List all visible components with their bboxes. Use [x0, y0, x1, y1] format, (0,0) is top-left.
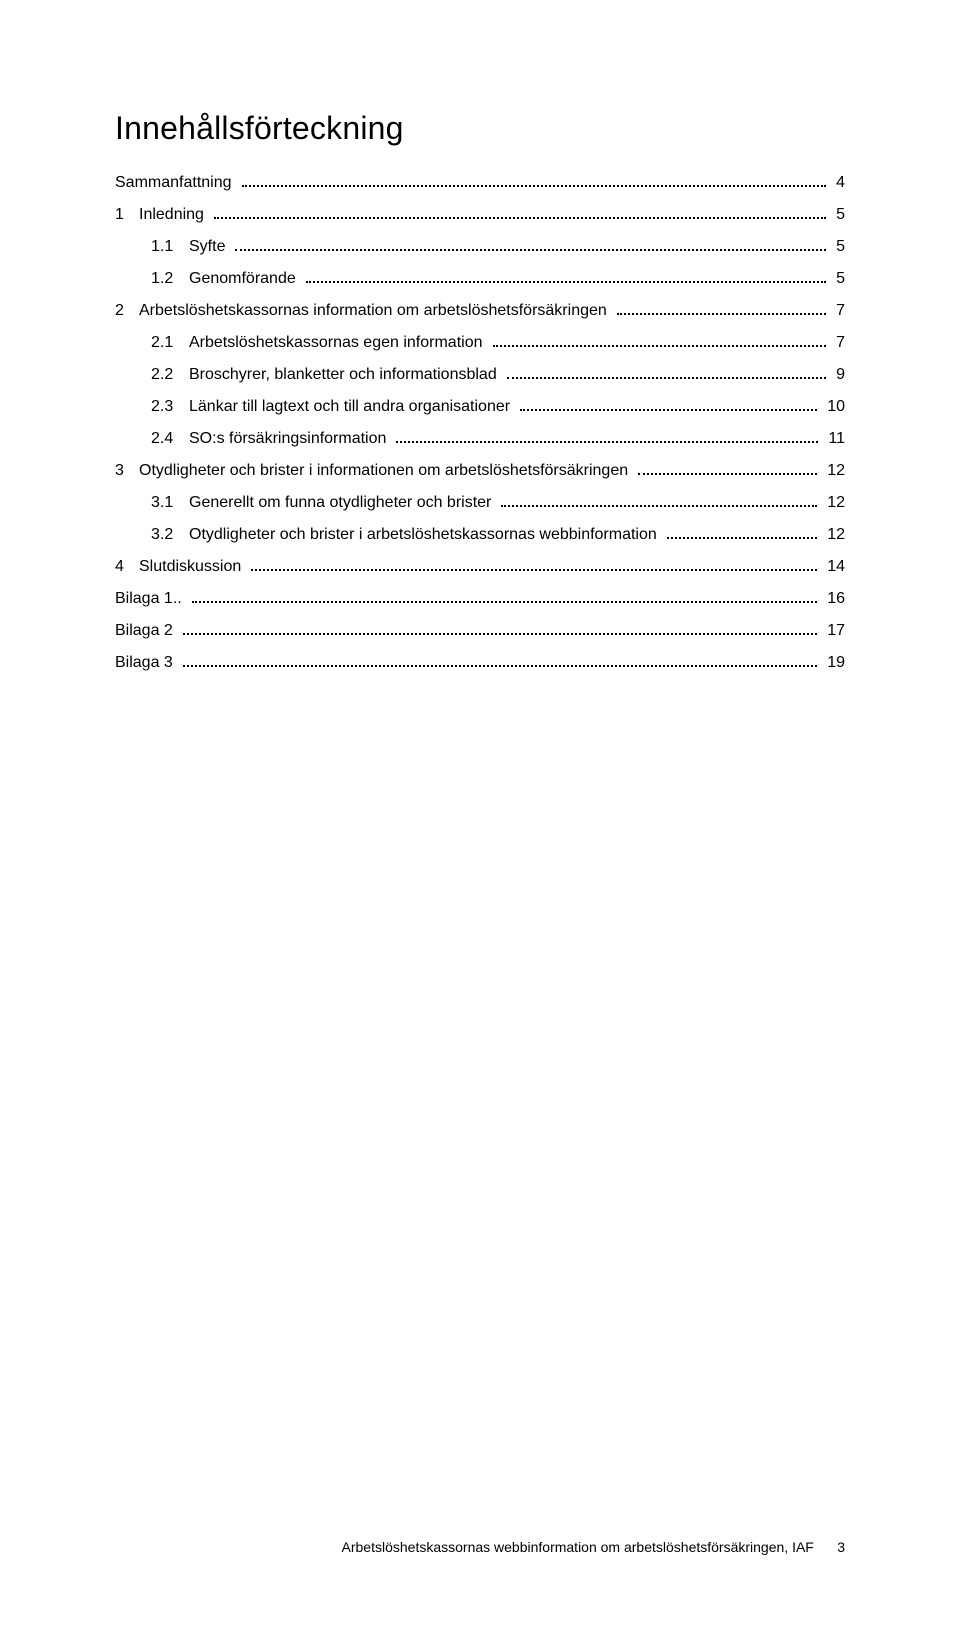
toc-page-number: 5 — [830, 271, 845, 287]
toc-entry: 2.1Arbetslöshetskassornas egen informati… — [115, 335, 845, 351]
page-footer: Arbetslöshetskassornas webbinformation o… — [342, 1539, 845, 1555]
toc-page-number: 10 — [821, 399, 845, 415]
toc-label: Otydligheter och brister i informationen… — [139, 463, 634, 479]
toc-entry: Bilaga 1.. 16 — [115, 591, 845, 607]
toc-entry: Bilaga 2 17 — [115, 623, 845, 639]
toc-page-number: 9 — [830, 367, 845, 383]
toc-leader — [638, 473, 817, 475]
toc-label: Länkar till lagtext och till andra organ… — [189, 399, 516, 415]
toc-label: Bilaga 2 — [115, 623, 179, 639]
toc-page-number: 17 — [821, 623, 845, 639]
toc-leader — [667, 537, 817, 539]
toc-leader — [520, 409, 817, 411]
toc-label: Broschyrer, blanketter och informationsb… — [189, 367, 503, 383]
toc-label: Generellt om funna otydligheter och bris… — [189, 495, 497, 511]
toc-entry: Bilaga 3 19 — [115, 655, 845, 671]
toc-subnumber: 3.2 — [151, 527, 189, 543]
table-of-contents: Sammanfattning41Inledning51.1Syfte51.2Ge… — [115, 175, 845, 671]
toc-label: Bilaga 3 — [115, 655, 179, 671]
toc-number: 3 — [115, 463, 139, 479]
toc-subnumber: 2.3 — [151, 399, 189, 415]
toc-page-number: 5 — [830, 207, 845, 223]
toc-leader — [192, 601, 817, 603]
toc-label: Genomförande — [189, 271, 302, 287]
toc-leader — [214, 217, 826, 219]
toc-page-number: 16 — [821, 591, 845, 607]
toc-entry: 3Otydligheter och brister i informatione… — [115, 463, 845, 479]
toc-leader — [617, 313, 826, 315]
toc-entry: 1.1Syfte 5 — [115, 239, 845, 255]
toc-leader — [396, 441, 818, 443]
toc-label: Arbetslöshetskassornas information om ar… — [139, 303, 613, 319]
toc-page-number: 7 — [830, 303, 845, 319]
toc-label: SO:s försäkringsinformation — [189, 431, 392, 447]
toc-label: Bilaga 1.. — [115, 591, 188, 607]
toc-label: Sammanfattning — [115, 175, 238, 191]
toc-entry: 2.2Broschyrer, blanketter och informatio… — [115, 367, 845, 383]
toc-entry: Sammanfattning 4 — [115, 175, 845, 191]
footer-text: Arbetslöshetskassornas webbinformation o… — [342, 1539, 814, 1555]
toc-subnumber: 2.1 — [151, 335, 189, 351]
toc-page-number: 12 — [821, 495, 845, 511]
toc-subnumber: 2.4 — [151, 431, 189, 447]
toc-page-number: 12 — [821, 463, 845, 479]
toc-label: Arbetslöshetskassornas egen information — [189, 335, 489, 351]
toc-subnumber: 3.1 — [151, 495, 189, 511]
toc-page-number: 7 — [830, 335, 845, 351]
toc-entry: 1.2Genomförande 5 — [115, 271, 845, 287]
toc-label: Syfte — [189, 239, 231, 255]
toc-page-number: 14 — [821, 559, 845, 575]
toc-entry: 2Arbetslöshetskassornas information om a… — [115, 303, 845, 319]
toc-number: 4 — [115, 559, 139, 575]
toc-label: Inledning — [139, 207, 210, 223]
page-title: Innehållsförteckning — [115, 110, 845, 147]
toc-leader — [306, 281, 826, 283]
toc-subnumber: 1.2 — [151, 271, 189, 287]
toc-leader — [493, 345, 827, 347]
toc-subnumber: 1.1 — [151, 239, 189, 255]
toc-page-number: 12 — [821, 527, 845, 543]
toc-page-number: 4 — [830, 175, 845, 191]
toc-leader — [251, 569, 817, 571]
toc-leader — [235, 249, 826, 251]
footer-page-number: 3 — [837, 1539, 845, 1555]
toc-entry: 3.2Otydligheter och brister i arbetslösh… — [115, 527, 845, 543]
toc-entry: 4Slutdiskussion 14 — [115, 559, 845, 575]
toc-entry: 3.1Generellt om funna otydligheter och b… — [115, 495, 845, 511]
toc-subnumber: 2.2 — [151, 367, 189, 383]
toc-page-number: 11 — [822, 431, 845, 447]
toc-page-number: 19 — [821, 655, 845, 671]
toc-label: Slutdiskussion — [139, 559, 247, 575]
toc-entry: 2.4SO:s försäkringsinformation 11 — [115, 431, 845, 447]
toc-leader — [242, 185, 827, 187]
toc-page-number: 5 — [830, 239, 845, 255]
toc-leader — [183, 665, 817, 667]
toc-entry: 2.3Länkar till lagtext och till andra or… — [115, 399, 845, 415]
toc-number: 1 — [115, 207, 139, 223]
toc-leader — [507, 377, 826, 379]
toc-number: 2 — [115, 303, 139, 319]
toc-leader — [183, 633, 817, 635]
toc-leader — [501, 505, 817, 507]
toc-label: Otydligheter och brister i arbetslöshets… — [189, 527, 663, 543]
toc-entry: 1Inledning 5 — [115, 207, 845, 223]
